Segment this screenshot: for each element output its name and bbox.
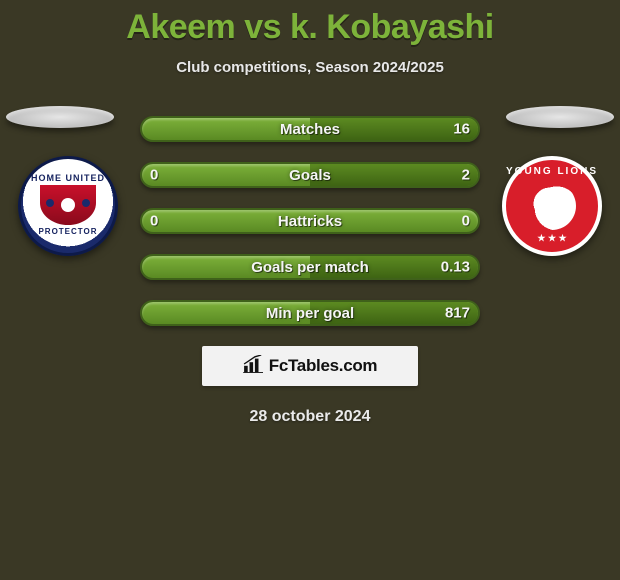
- club-badge-right-stars: ★ ★ ★: [537, 233, 566, 244]
- stat-bar: 817 Min per goal: [140, 300, 480, 326]
- bar-chart-icon: [243, 355, 265, 378]
- attribution-badge: FcTables.com: [202, 346, 418, 386]
- footer-date: 28 october 2024: [0, 408, 620, 426]
- player-left-platform: [6, 106, 114, 128]
- stat-value-left: 0: [150, 167, 158, 184]
- stat-label: Goals per match: [251, 259, 369, 276]
- stat-value-right: 817: [445, 305, 470, 322]
- player-right-platform: [506, 106, 614, 128]
- stat-bar: 16 Matches: [140, 116, 480, 142]
- club-badge-left-bottom-text: PROTECTOR: [38, 227, 97, 236]
- page-title: Akeem vs k. Kobayashi: [0, 0, 620, 47]
- club-badge-right: YOUNG LIONS ★ ★ ★: [502, 156, 602, 256]
- stat-label: Goals: [289, 167, 331, 184]
- stat-label: Matches: [280, 121, 340, 138]
- stat-value-right: 0: [462, 213, 470, 230]
- stat-value-right: 2: [462, 167, 470, 184]
- stat-bar: 0.13 Goals per match: [140, 254, 480, 280]
- club-badge-right-text: YOUNG LIONS: [506, 166, 598, 177]
- stat-bar: 0 0 Hattricks: [140, 208, 480, 234]
- attribution-text: FcTables.com: [269, 356, 378, 376]
- club-badge-left: HOME UNITED PROTECTOR: [18, 156, 118, 256]
- club-badge-right-lion-icon: [528, 182, 576, 230]
- subtitle: Club competitions, Season 2024/2025: [0, 59, 620, 76]
- club-badge-left-crest: [40, 185, 96, 225]
- stat-bar-fill-right: [310, 164, 478, 186]
- stat-label: Hattricks: [278, 213, 342, 230]
- stats-bars: 16 Matches 0 2 Goals 0 0 Hattricks 0.13 Goals per…: [140, 116, 480, 326]
- stat-value-right: 0.13: [441, 259, 470, 276]
- club-badge-left-top-text: HOME UNITED: [31, 173, 105, 183]
- stat-value-right: 16: [453, 121, 470, 138]
- stat-label: Min per goal: [266, 305, 354, 322]
- stat-value-left: 0: [150, 213, 158, 230]
- stat-bar: 0 2 Goals: [140, 162, 480, 188]
